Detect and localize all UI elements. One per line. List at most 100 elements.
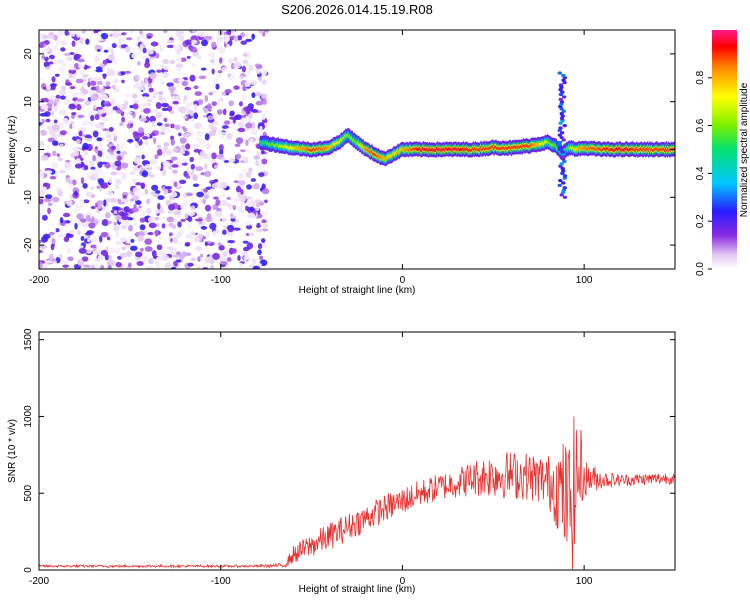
noise-blob: [116, 103, 123, 109]
noise-blob: [76, 98, 85, 102]
noise-blob: [130, 245, 138, 251]
noise-blob: [90, 237, 99, 243]
noise-blob: [121, 150, 128, 156]
noise-blob: [131, 178, 137, 184]
noise-blob: [243, 255, 251, 261]
noise-blob: [145, 198, 150, 205]
noise-blob: [94, 44, 103, 52]
noise-blob: [48, 54, 55, 60]
noise-blob: [218, 144, 224, 151]
spike-cell: [562, 195, 568, 199]
noise-blob: [89, 247, 94, 251]
noise-blob: [75, 78, 84, 84]
noise-blob: [56, 59, 65, 64]
spike-cell: [559, 116, 565, 121]
noise-blob: [115, 232, 120, 237]
noise-blob: [39, 112, 48, 117]
noise-blob: [124, 70, 132, 74]
noise-blob: [104, 212, 111, 219]
noise-blob: [253, 183, 260, 190]
noise-blob: [204, 94, 209, 103]
noise-blob: [202, 266, 208, 269]
noise-blob: [104, 254, 109, 261]
noise-blob: [50, 162, 59, 170]
noise-blob: [224, 120, 230, 125]
spike-cell: [560, 167, 565, 171]
noise-blob: [245, 224, 253, 230]
noise-blob: [228, 58, 234, 64]
noise-blob: [234, 219, 240, 223]
noise-blob: [71, 147, 79, 151]
noise-blob: [195, 131, 204, 136]
noise-blob: [247, 69, 252, 75]
noise-blob: [106, 236, 111, 241]
noise-blob: [128, 225, 133, 232]
spike-cell: [557, 71, 562, 75]
noise-blob: [242, 156, 249, 164]
noise-blob: [80, 70, 85, 76]
spike-cell: [557, 143, 562, 147]
noise-blob: [222, 251, 228, 258]
noise-blob: [247, 80, 251, 87]
noise-blob: [50, 243, 55, 251]
noise-blob: [41, 214, 48, 221]
noise-blob: [170, 138, 175, 146]
noise-blob: [39, 140, 45, 148]
noise-blob: [180, 57, 187, 62]
noise-blob: [47, 207, 51, 215]
noise-blob: [46, 144, 51, 148]
noise-blob: [260, 93, 268, 99]
noise-blob: [187, 169, 192, 174]
noise-blob: [198, 140, 206, 145]
noise-blob: [82, 142, 89, 150]
noise-blob: [51, 45, 58, 51]
noise-blob: [144, 246, 153, 252]
noise-blob: [219, 261, 228, 265]
x-tick-label: -200: [29, 576, 49, 587]
noise-blob: [154, 154, 159, 160]
noise-blob: [120, 224, 127, 230]
noise-blob: [48, 253, 54, 261]
noise-blob: [137, 61, 141, 66]
noise-blob: [40, 124, 46, 129]
noise-blob: [258, 30, 265, 34]
noise-blob: [59, 143, 64, 148]
noise-blob: [72, 208, 81, 212]
noise-blob: [235, 153, 242, 160]
noise-blob: [210, 188, 214, 192]
noise-blob: [155, 264, 161, 269]
noise-blob: [121, 79, 125, 84]
noise-blob: [53, 119, 58, 124]
noise-blob: [248, 64, 254, 71]
noise-blob: [72, 179, 77, 186]
noise-blob: [198, 157, 203, 161]
noise-blob: [150, 132, 156, 136]
noise-blob: [39, 239, 42, 244]
noise-blob: [113, 58, 118, 66]
noise-blob: [228, 157, 236, 163]
noise-blob: [147, 216, 155, 224]
noise-blob: [132, 103, 139, 110]
noise-blob: [214, 164, 219, 169]
noise-blob: [207, 152, 212, 160]
noise-blob: [121, 116, 126, 123]
noise-blob: [120, 212, 129, 217]
noise-blob: [204, 133, 210, 141]
noise-blob: [172, 254, 180, 258]
noise-blob: [64, 30, 69, 36]
noise-blob: [85, 232, 93, 236]
noise-blob: [133, 165, 139, 172]
noise-blob: [171, 104, 179, 109]
noise-blob: [262, 228, 269, 232]
noise-blob: [245, 171, 252, 178]
x-tick-label: 0: [400, 576, 406, 587]
noise-blob: [169, 237, 173, 243]
noise-blob: [55, 94, 61, 99]
noise-blob: [180, 205, 185, 209]
noise-blob: [140, 247, 144, 252]
noise-blob: [218, 131, 227, 135]
noise-blob: [230, 215, 237, 219]
noise-blob: [146, 207, 152, 215]
noise-blob: [136, 260, 144, 267]
noise-blob: [161, 216, 167, 220]
